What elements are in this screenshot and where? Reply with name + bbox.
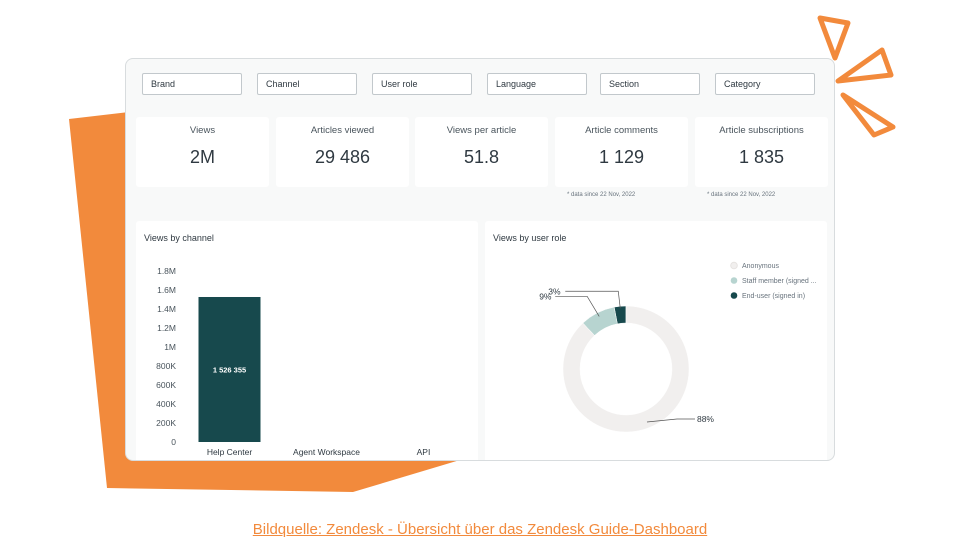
kpi-views-per-article: Views per article 51.8 <box>415 117 548 187</box>
kpi-label: Article comments <box>585 125 658 136</box>
leader-line <box>565 290 621 309</box>
filter-category[interactable]: Category <box>715 73 815 95</box>
filter-section[interactable]: Section <box>600 73 700 95</box>
kpi-article-subscriptions: Article subscriptions 1 835 <box>695 117 828 187</box>
chart-title: Views by user role <box>493 233 567 243</box>
y-tick-label: 0 <box>171 437 176 447</box>
kpi-label: Views <box>189 125 216 136</box>
kpi-value: 1 129 <box>598 147 645 167</box>
y-tick-label: 200K <box>156 418 176 428</box>
bar <box>198 296 261 442</box>
views-by-user-role-chart: 88% 9%3% Anonymous Staff member (signed ...… <box>539 261 817 433</box>
slice-value-label: 88% <box>697 414 714 424</box>
bar-data-label: 1 526 355 <box>213 365 246 374</box>
x-tick-label: Help Center <box>207 447 253 457</box>
views-by-user-role-card: Views by user role 88% 9% 3% Anonymous Staff… <box>485 221 827 460</box>
x-tick-label: Agent Workspace <box>293 447 360 457</box>
kpi-articles-viewed: Articles viewed 29 486 <box>276 117 409 187</box>
y-tick-label: 1.2M <box>157 323 176 333</box>
y-tick-label: 800K <box>156 361 176 371</box>
guide-dashboard-panel: Brand Channel User role Language Section… <box>125 58 835 461</box>
kpi-views: Views 2M <box>136 117 269 187</box>
slice-value-label: 3% <box>548 286 561 296</box>
image-source-link[interactable]: Bildquelle: Zendesk - Übersicht über das… <box>252 521 708 538</box>
sparkle-decoration <box>817 15 896 138</box>
kpi-value: 29 486 <box>314 147 371 167</box>
legend-swatch <box>730 261 738 270</box>
kpi-value: 2M <box>189 147 215 167</box>
kpi-value: 51.8 <box>463 147 500 167</box>
y-tick-label: 1.6M <box>157 285 176 295</box>
views-by-channel-chart: 0 200K 400K 600K 800K 1M 1.2M 1.4M 1.6M 1.8M 1 526… <box>156 266 431 457</box>
filter-brand[interactable]: Brand <box>142 73 242 95</box>
comments-data-note: * data since 22 Nov, 2022 <box>567 192 636 198</box>
legend-label: Anonymous <box>742 263 779 270</box>
kpi-article-comments: Article comments 1 129 <box>555 117 688 187</box>
filter-user-role[interactable]: User role <box>372 73 472 95</box>
x-tick-label: API <box>417 447 431 457</box>
filter-channel[interactable]: Channel <box>257 73 357 95</box>
y-tick-label: 1.4M <box>157 304 176 314</box>
legend-swatch <box>730 277 738 284</box>
views-by-channel-card: Views by channel 0 200K 400K 600K 800K 1M 1.2M… <box>136 221 478 460</box>
leader-line <box>555 296 600 317</box>
y-tick-label: 1M <box>164 342 176 352</box>
donut-slice <box>562 305 690 433</box>
leader-line <box>646 418 695 423</box>
kpi-label: Articles viewed <box>310 125 375 136</box>
y-tick-label: 1.8M <box>157 266 176 276</box>
slice-value-label: 9% <box>539 291 552 301</box>
filter-language[interactable]: Language <box>487 73 587 95</box>
legend-label: End-user (signed in) <box>742 293 805 300</box>
chart-title: Views by channel <box>144 233 214 243</box>
y-tick-label: 600K <box>156 380 176 390</box>
kpi-label: Article subscriptions <box>719 125 804 136</box>
kpi-value: 1 835 <box>738 147 785 167</box>
legend-label: Staff member (signed ... <box>742 278 817 285</box>
subscriptions-data-note: * data since 22 Nov, 2022 <box>707 192 776 198</box>
y-tick-label: 400K <box>156 399 176 409</box>
filter-bar: Brand Channel User role Language Section… <box>142 73 818 95</box>
legend-swatch <box>730 292 738 299</box>
kpi-label: Views per article <box>446 125 517 136</box>
